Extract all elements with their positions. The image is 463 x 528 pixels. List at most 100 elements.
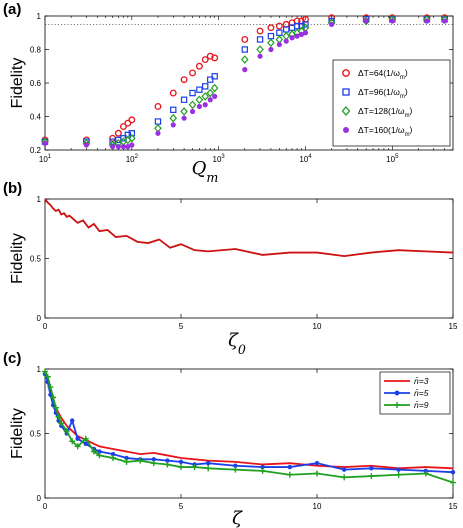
marker-plus: [47, 384, 54, 391]
y-axis-label: Fidelity: [9, 233, 26, 284]
marker-circle: [128, 116, 136, 124]
marker-dot: [151, 457, 156, 462]
axes-frame: [44, 198, 454, 319]
marker-dot: [294, 33, 300, 39]
marker-diamond: [275, 35, 284, 44]
legend-box: [332, 59, 451, 147]
marker-plus: [422, 470, 429, 477]
legend-label: n̄=9: [414, 400, 429, 410]
marker-square: [302, 21, 309, 28]
marker-plus: [52, 404, 59, 411]
marker-diamond: [201, 92, 210, 101]
marker-square: [211, 73, 218, 80]
marker-plus: [395, 471, 402, 478]
y-axis-label: Fidelity: [9, 408, 26, 459]
marker-circle: [267, 24, 275, 32]
marker-plus: [205, 465, 212, 472]
marker-dot: [181, 115, 187, 121]
marker-circle: [256, 27, 264, 35]
panel-label-b: (b): [3, 180, 22, 197]
marker-plus: [96, 452, 103, 459]
marker-plus: [137, 457, 144, 464]
marker-plus: [50, 394, 57, 401]
marker-diamond: [188, 100, 197, 110]
legend-label: ΔT=128(1/ωm): [358, 106, 413, 120]
marker-plus: [368, 473, 375, 480]
marker-dot: [110, 451, 116, 457]
y-tick-label: 0: [37, 314, 42, 323]
legend-marker-plus: [394, 402, 400, 408]
marker-dot: [120, 144, 127, 150]
panel-a: 0.2 0.4 0.6 0.8 1 101 102 103 104 105 ΔT=64(1/ωm) Δ…: [3, 1, 454, 185]
marker-circle: [180, 76, 188, 84]
x-tick-label: 101: [39, 154, 52, 164]
marker-diamond: [195, 95, 204, 105]
panel-b: 0 5 10 15 0 0.5 1 (b) Fidelity ζ0: [3, 180, 458, 357]
marker-plus: [58, 420, 65, 427]
marker-plus: [69, 438, 76, 445]
marker-diamond: [256, 45, 264, 54]
marker-dot: [283, 38, 289, 44]
marker-dot: [242, 67, 248, 73]
marker-circle: [241, 36, 249, 43]
marker-diamond: [267, 38, 275, 48]
marker-plus: [123, 458, 130, 465]
legend-label: ΔT=96(1/ωm): [358, 87, 408, 101]
marker-circle: [109, 134, 117, 142]
marker-circle: [119, 123, 127, 130]
marker-dot: [97, 449, 102, 454]
panel-label-c: (c): [3, 350, 21, 367]
marker-dot: [125, 144, 131, 150]
marker-diamond: [206, 88, 215, 98]
marker-dot: [83, 441, 89, 447]
marker-diamond: [128, 133, 136, 143]
marker-dot: [276, 41, 282, 48]
marker-dot: [115, 144, 121, 150]
marker-dot: [342, 467, 347, 472]
marker-square: [207, 76, 214, 83]
legend-label: n̄=3: [414, 376, 429, 386]
marker-circle: [114, 129, 122, 137]
legend-label: n̄=5: [414, 388, 429, 398]
marker-plus: [314, 470, 320, 477]
marker-square: [170, 106, 177, 113]
marker-circle: [195, 62, 203, 70]
marker-dot: [189, 108, 196, 115]
marker-dot: [363, 18, 369, 24]
y-tick-label: 0.2: [30, 146, 42, 155]
x-axis-label: Qm: [192, 158, 219, 185]
marker-diamond: [282, 31, 291, 41]
marker-dot: [207, 97, 213, 103]
marker-diamond: [154, 123, 162, 133]
marker-plus: [63, 427, 70, 434]
marker-dot: [289, 35, 295, 41]
marker-dot: [268, 46, 274, 53]
marker-square: [256, 36, 264, 43]
marker-dot: [424, 18, 430, 24]
y-tick-label: 0.6: [30, 79, 42, 88]
marker-dot: [389, 18, 395, 24]
x-tick-label: 105: [386, 154, 399, 164]
x-tick-label: 104: [299, 154, 312, 164]
marker-dot: [212, 93, 218, 99]
panel-c: 0 5 10 15 0 0.5 1 n̄=3 n̄=5 n̄=9 (c) Fidelity ζ: [3, 350, 458, 528]
marker-square: [276, 29, 283, 36]
marker-circle: [124, 119, 132, 127]
marker-dot: [302, 30, 309, 36]
marker-dot: [287, 464, 292, 470]
x-tick-label: 15: [449, 322, 458, 331]
y-tick-label: 0: [37, 494, 42, 503]
marker-dot: [257, 53, 263, 59]
y-tick-label: 1: [37, 365, 42, 374]
marker-plus: [450, 479, 456, 486]
legend-label: ΔT=160(1/ωm): [358, 125, 413, 139]
x-tick-label: 102: [126, 154, 139, 164]
x-axis-label: ζ0: [228, 330, 246, 357]
marker-diamond: [180, 107, 188, 116]
marker-square: [267, 32, 275, 40]
marker-plus: [44, 373, 51, 380]
marker-dot: [129, 142, 135, 148]
marker-square: [128, 130, 136, 137]
y-tick-label: 1: [37, 195, 42, 204]
